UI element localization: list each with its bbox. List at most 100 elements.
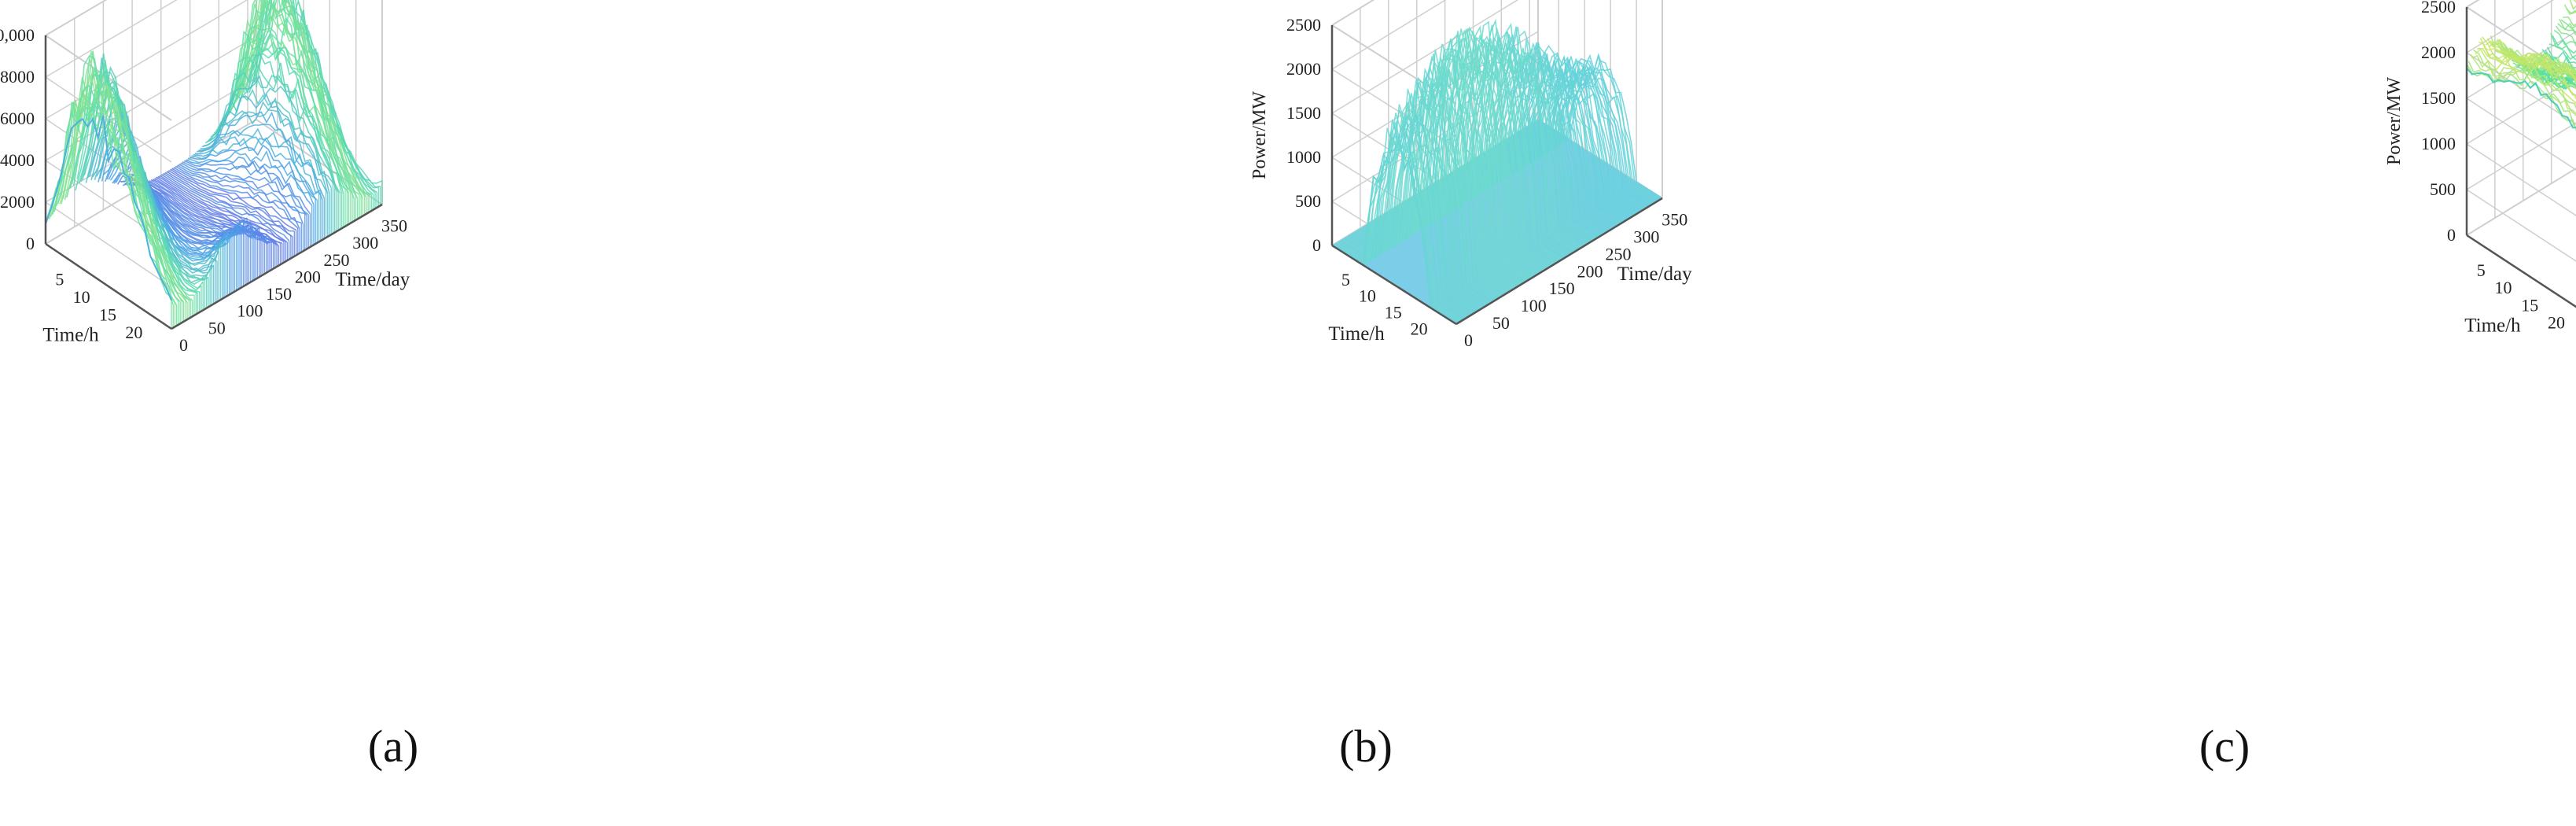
y-tick-label: 150: [1549, 278, 1575, 298]
surface-line: [227, 9, 355, 199]
surface-line: [182, 161, 309, 216]
z-tick-label: 1000: [2421, 134, 2456, 153]
x-axis-label: Time/h: [2464, 315, 2521, 337]
surface-line: [200, 101, 327, 191]
axes: 0 2000 4000 6000 8000 10,000 0 50 10015020025030…: [0, 25, 410, 355]
x-tick-label: 5: [2477, 260, 2486, 280]
x-tick-label: 20: [125, 323, 142, 342]
surface-line: [180, 162, 307, 216]
surface-line: [2475, 48, 2576, 105]
z-tick-label: 0: [2447, 225, 2456, 245]
surface-line: [163, 172, 290, 242]
surface-line: [160, 174, 288, 243]
y-tick-label: 200: [295, 267, 321, 286]
y-tick-label: 50: [208, 318, 226, 337]
surface-line: [213, 47, 341, 194]
y-axis-label: Time/day: [1617, 264, 1692, 285]
surface-line: [177, 164, 304, 225]
surface-line: [234, 0, 362, 196]
surface-line: [178, 164, 305, 215]
axes: 0500100015002000250005010015020025030035…: [1249, 15, 1692, 350]
y-tick-label: 350: [1662, 210, 1687, 230]
surface-line: [224, 15, 351, 193]
surface-line: [2481, 36, 2576, 90]
surface-line: [1340, 119, 1466, 319]
panel-a: 0 2000 4000 6000 8000 10,000 0 50 10015020025030…: [0, 0, 859, 826]
y-tick-label: 300: [352, 233, 378, 253]
surface-line: [252, 0, 379, 189]
y-tick-label: 150: [266, 284, 292, 304]
x-axis-label: Time/h: [42, 325, 99, 346]
y-axis: [1455, 197, 1663, 326]
z-tick-label: 1000: [1286, 147, 1321, 167]
surface-line: [236, 0, 364, 199]
x-tick-label: 15: [1385, 303, 1402, 323]
x-tick-label: 15: [99, 305, 116, 325]
surface-line: [166, 171, 293, 238]
surface-line: [186, 156, 313, 206]
z-axis-label: Power/MW: [2384, 77, 2405, 165]
surface-line: [212, 52, 339, 193]
surface-line: [226, 8, 353, 193]
z-tick-label: 0: [26, 234, 35, 253]
surface-line: [2526, 67, 2576, 90]
surface-line: [2512, 61, 2576, 81]
caption-b: (b): [1339, 721, 1393, 772]
surface-line: [1407, 35, 1533, 278]
z-tick-label: 2000: [0, 192, 35, 212]
surface-line: [1434, 27, 1560, 262]
x-tick-label: 5: [1341, 270, 1350, 289]
z-tick-label: 500: [1295, 191, 1321, 211]
surface-line: [2546, 46, 2576, 65]
surface-line: [2483, 46, 2576, 85]
surface: [45, 0, 383, 329]
surface-line: [1391, 48, 1517, 288]
surface: [2466, 0, 2576, 132]
x-tick-label: 5: [55, 270, 64, 289]
x-tick-label: 15: [2521, 295, 2538, 315]
surface-line: [79, 57, 208, 284]
x-axis-label: Time/h: [1328, 323, 1385, 345]
surface-plot-b: 0 500 1000 1500 2000 2500 0 50 10015020025030035…: [1249, 0, 1692, 350]
surface-line: [50, 94, 178, 306]
surface-line: [2478, 41, 2576, 100]
surface-line: [2552, 35, 2576, 54]
surface-line: [2477, 47, 2576, 96]
x-tick-label: 10: [73, 287, 90, 307]
z-tick-label: 8000: [0, 67, 35, 87]
surface-line: [171, 168, 299, 229]
surface-line: [2466, 63, 2576, 132]
surface-line: [48, 96, 176, 304]
surface-line: [197, 124, 323, 200]
z-tick-label: 1500: [1286, 103, 1321, 123]
x-axis: [2466, 234, 2576, 308]
y-axis: [171, 203, 383, 330]
surface-line: [61, 68, 188, 304]
y-tick-label: 200: [1577, 261, 1603, 281]
z-tick-label: 4000: [0, 150, 35, 170]
caption-c: (c): [2199, 721, 2250, 772]
surface-plot-c: 0500100015002000250005010015020025030035…: [2384, 0, 2576, 337]
surface-line: [2553, 29, 2576, 46]
x-axis: [45, 242, 172, 330]
surface-line: [2541, 49, 2576, 76]
z-tick-label: 2500: [1286, 15, 1321, 35]
y-tick-label: 300: [1633, 227, 1659, 246]
surface: [1331, 18, 1663, 325]
surface-edge: [45, 115, 172, 301]
panel-c: 0500100015002000250005010015020025030035…: [1717, 0, 2576, 826]
surface-line: [173, 167, 300, 230]
x-tick-label: 20: [1411, 319, 1428, 338]
surface-line: [2548, 43, 2576, 61]
y-tick-label: 350: [381, 216, 407, 235]
surface-line: [71, 62, 198, 294]
surface-line: [194, 127, 322, 194]
caption-a: (a): [367, 721, 419, 772]
surface-plot-a: 0 2000 4000 6000 8000 10,000 0 50 10015020025030…: [0, 0, 410, 355]
z-tick-label: 2000: [1286, 59, 1321, 79]
x-tick-label: 10: [2495, 278, 2512, 297]
axes: 0500100015002000250005010015020025030035…: [2384, 0, 2576, 337]
z-axis-label: Power/MW: [1249, 91, 1270, 179]
surface-line: [208, 75, 336, 184]
